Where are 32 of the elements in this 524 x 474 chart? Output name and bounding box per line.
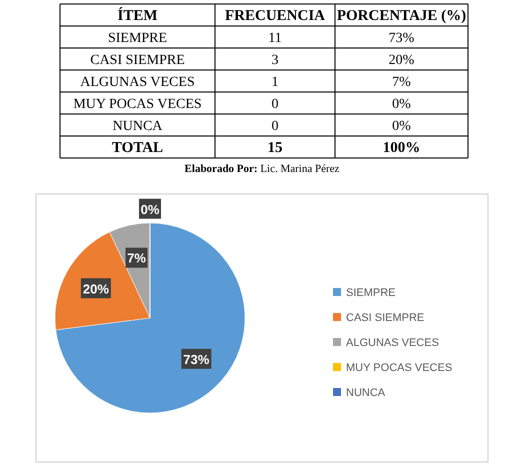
data-label: 7% <box>127 250 146 266</box>
data-label: 20% <box>82 281 110 296</box>
pie-slice <box>56 222 246 414</box>
data-label: 0 <box>272 97 278 112</box>
text: 0% <box>140 202 160 217</box>
legend-label: SIEMPRE <box>346 287 396 299</box>
text: Elaborado Por: Lic. Marina Pérez <box>184 163 340 175</box>
category-label: CASI SIEMPRE <box>90 53 185 68</box>
data-label: 0 <box>272 119 278 134</box>
data-label: 73% <box>388 31 415 46</box>
data-label: 7% <box>392 75 412 90</box>
category-label: SIEMPRE <box>108 31 168 46</box>
category-label: MUY POCAS VECES <box>73 97 202 112</box>
data-label: 73% <box>183 352 210 367</box>
data-label: 0% <box>392 97 412 112</box>
text: FRECUENCIA <box>224 8 326 24</box>
data-label: 11 <box>268 31 282 46</box>
category-label: TOTAL <box>112 140 164 156</box>
data-label: 0% <box>392 119 412 134</box>
text: ÍTEM <box>117 7 158 24</box>
legend-label: ALGUNAS VECES <box>346 337 439 349</box>
data-label: 3 <box>272 53 278 68</box>
text: PORCENTAJE (%) <box>336 8 466 24</box>
data-label: 15 <box>268 140 282 156</box>
data-label: 100% <box>382 140 420 156</box>
data-label: 20% <box>388 53 415 68</box>
legend-label: CASI SIEMPRE <box>346 312 424 324</box>
legend-label: MUY POCAS VECES <box>346 362 452 374</box>
legend-label: NUNCA <box>346 387 386 399</box>
category-label: NUNCA <box>112 119 164 134</box>
data-label: 1 <box>272 75 278 90</box>
category-label: ALGUNAS VECES <box>80 75 195 90</box>
